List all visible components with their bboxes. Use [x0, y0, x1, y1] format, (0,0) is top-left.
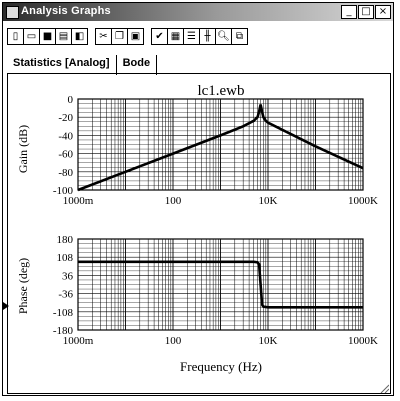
gain-x-tick-label: 100: [165, 195, 182, 207]
toolbar: ▯ ▭ ■ ▤ ◧ ✂ ❐ ▣ ✔ ▦ ☰ ╫ 🔍︎ ⧉: [7, 25, 255, 47]
gain-y-tick-label: -100: [53, 185, 74, 197]
phase-plot-frame: [77, 238, 364, 331]
grid-icon[interactable]: ▦: [167, 27, 184, 45]
gain-series-points: [77, 104, 364, 191]
tab-statistics-analog[interactable]: Statistics [Analog]: [7, 55, 117, 75]
open-icon[interactable]: ▭: [23, 27, 40, 45]
phase-x-tick-label: 10K: [259, 335, 278, 347]
gain-y-tick-label: -80: [58, 167, 73, 179]
gain-y-tick-labels: 0 -20 -40 -60 -80 -100: [53, 94, 74, 197]
toolbar-group-file: ▯ ▭ ■ ▤ ◧: [7, 27, 88, 45]
phase-y-tick-label: -108: [53, 307, 74, 319]
phase-y-axis-label: Phase (deg): [16, 258, 30, 314]
gain-x-tick-labels: 1000m 100 10K 1000K: [63, 195, 378, 207]
phase-grid: [77, 238, 363, 331]
plot-area: lc1.ewb 0 -20 -40 -60 -80 -100 1000m 100 10K 100…: [7, 74, 391, 394]
minimize-button[interactable]: _: [341, 5, 357, 19]
legend-icon[interactable]: ☰: [183, 27, 200, 45]
gain-x-tick-label: 1000m: [63, 195, 94, 207]
phase-y-tick-label: 108: [57, 252, 74, 264]
gain-x-tick-label: 1000K: [348, 195, 378, 207]
cut-icon[interactable]: ✂: [95, 27, 112, 45]
gain-grid: [77, 98, 363, 191]
gain-y-tick-label: -60: [58, 149, 73, 161]
gain-plot-frame: [77, 98, 364, 191]
analysis-graphs-window: Analysis Graphs _ □ × ▯ ▭ ■ ▤ ◧ ✂ ❐ ▣ ✔ …: [2, 2, 394, 396]
zoom-icon[interactable]: 🔍︎: [215, 27, 232, 45]
tab-bode[interactable]: Bode: [116, 55, 158, 75]
phase-x-tick-labels: 1000m 100 10K 1000K: [63, 335, 378, 347]
toolbar-group-edit: ✂ ❐ ▣: [95, 27, 144, 45]
gain-y-tick-label: -40: [58, 130, 73, 142]
phase-y-tick-labels: 180 108 36 -36 -108 -180: [53, 234, 74, 337]
phase-x-axis-label: Frequency (Hz): [180, 359, 262, 374]
properties-icon[interactable]: ✔: [151, 27, 168, 45]
print-preview-icon[interactable]: ◧: [71, 27, 88, 45]
window-controls: _ □ ×: [341, 5, 391, 19]
restore-icon[interactable]: ⧉: [231, 27, 248, 45]
app-icon[interactable]: [6, 6, 19, 19]
resize-grip-icon[interactable]: [379, 383, 389, 393]
maximize-button[interactable]: □: [358, 5, 374, 19]
close-button[interactable]: ×: [375, 5, 391, 19]
gain-y-tick-label: -20: [58, 112, 73, 124]
phase-series-points: [77, 261, 364, 308]
bode-plot-svg: lc1.ewb 0-20-40-60-80-100 1000m 100 10K 100…: [16, 83, 378, 374]
phase-x-tick-label: 100: [165, 335, 182, 347]
gain-y-tick-label: 0: [68, 94, 74, 106]
cursors-icon[interactable]: ╫: [199, 27, 216, 45]
new-icon[interactable]: ▯: [7, 27, 24, 45]
toolbar-group-view: ✔ ▦ ☰ ╫ 🔍︎ ⧉: [151, 27, 248, 45]
phase-y-tick-label: 180: [57, 234, 74, 246]
paste-icon[interactable]: ▣: [127, 27, 144, 45]
phase-x-tick-label: 1000K: [348, 335, 378, 347]
gain-x-tick-label: 10K: [259, 195, 278, 207]
window-title: Analysis Graphs: [21, 5, 111, 17]
tab-bar: Statistics [Analog] Bode: [7, 55, 158, 75]
phase-x-tick-label: 1000m: [63, 335, 94, 347]
save-icon[interactable]: ■: [39, 27, 56, 45]
gain-y-axis-label: Gain (dB): [16, 125, 30, 173]
print-icon[interactable]: ▤: [55, 27, 72, 45]
gain-chart-title: lc1.ewb: [197, 83, 244, 99]
phase-y-tick-label: 36: [62, 270, 74, 282]
panel-marker-icon: [3, 302, 9, 310]
tab-divider: [7, 73, 391, 74]
copy-icon[interactable]: ❐: [111, 27, 128, 45]
title-bar[interactable]: Analysis Graphs _ □ ×: [3, 3, 393, 21]
phase-y-tick-label: -36: [58, 289, 73, 301]
phase-y-tick-label: -180: [53, 325, 74, 337]
